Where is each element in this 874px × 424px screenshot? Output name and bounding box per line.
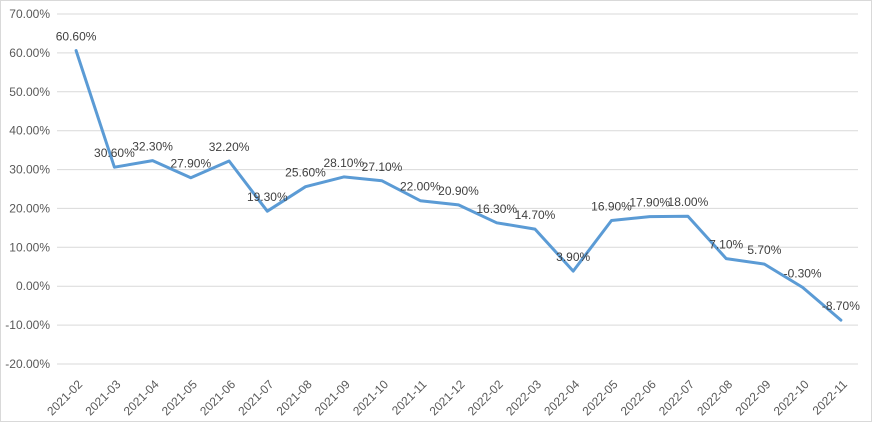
x-axis-tick-label: 2022-03 — [503, 377, 544, 418]
data-point-label: -0.30% — [784, 266, 822, 280]
data-point-label: 27.10% — [362, 160, 403, 174]
data-point-label: 18.00% — [668, 195, 709, 209]
y-axis-tick-label: 10.00% — [9, 240, 50, 254]
x-axis-tick-label: 2021-06 — [197, 377, 238, 418]
x-axis-tick-label: 2022-08 — [694, 377, 735, 418]
y-axis-tick-label: 30.00% — [9, 163, 50, 177]
data-point-label: 16.30% — [476, 202, 517, 216]
x-axis-tick-label: 2022-07 — [656, 377, 697, 418]
x-axis-tick-label: 2021-07 — [235, 377, 276, 418]
x-axis-tick-label: 2022-11 — [810, 377, 851, 418]
x-axis-tick-label: 2022-06 — [618, 377, 659, 418]
data-point-label: 60.60% — [56, 30, 97, 44]
data-point-label: 27.90% — [170, 157, 211, 171]
data-point-label: 7.10% — [709, 238, 743, 252]
data-point-label: 28.10% — [323, 156, 364, 170]
x-axis-tick-label: 2021-09 — [312, 377, 353, 418]
data-point-label: 14.70% — [515, 208, 556, 222]
data-point-label: 19.30% — [247, 190, 288, 204]
data-point-label: 16.90% — [591, 200, 632, 214]
data-point-label: 20.90% — [438, 184, 479, 198]
x-axis-tick-label: 2021-02 — [44, 377, 85, 418]
x-axis-tick-label: 2021-11 — [389, 377, 430, 418]
x-axis-tick-label: 2022-09 — [732, 377, 773, 418]
data-point-label: -8.70% — [822, 299, 860, 313]
y-axis-tick-label: -20.00% — [5, 357, 50, 371]
x-axis-tick-label: 2022-02 — [465, 377, 506, 418]
y-axis-tick-label: 20.00% — [9, 201, 50, 215]
y-axis-tick-label: 70.00% — [9, 7, 50, 21]
y-axis-tick-label: 0.00% — [16, 279, 50, 293]
data-point-label: 32.20% — [209, 140, 250, 154]
x-axis-tick-label: 2021-12 — [427, 377, 468, 418]
x-axis-tick-label: 2021-08 — [274, 377, 315, 418]
series-line — [74, 49, 843, 322]
data-point-label: 22.00% — [400, 180, 441, 194]
x-axis-tick-label: 2022-04 — [541, 377, 582, 418]
y-axis-tick-label: 60.00% — [9, 46, 50, 60]
y-axis-tick-label: 40.00% — [9, 124, 50, 138]
x-axis-tick-label: 2022-10 — [771, 377, 812, 418]
data-point-label: 3.90% — [556, 250, 590, 264]
y-axis-tick-label: 50.00% — [9, 85, 50, 99]
x-axis-tick-label: 2021-10 — [350, 377, 391, 418]
x-axis-tick-label: 2021-04 — [121, 377, 162, 418]
data-point-label: 30.60% — [94, 146, 135, 160]
data-point-label: 5.70% — [747, 243, 781, 257]
x-axis-tick-label: 2022-05 — [580, 377, 621, 418]
data-point-label: 17.90% — [629, 196, 670, 210]
x-axis-tick-label: 2021-03 — [82, 377, 123, 418]
y-axis-tick-label: -10.00% — [5, 318, 50, 332]
x-axis-tick-label: 2021-05 — [159, 377, 200, 418]
data-point-label: 25.60% — [285, 166, 326, 180]
data-point-label: 32.30% — [132, 140, 173, 154]
